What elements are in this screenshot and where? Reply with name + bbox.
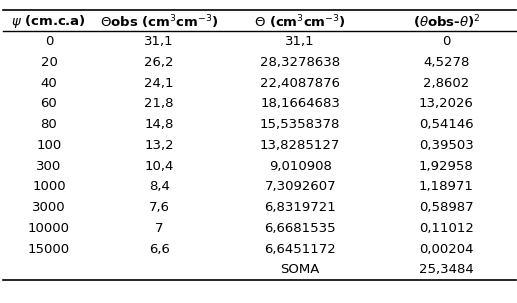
Text: 60: 60 — [40, 97, 57, 110]
Text: ($\theta$obs-$\theta$)$^2$: ($\theta$obs-$\theta$)$^2$ — [413, 13, 480, 31]
Text: 25,3484: 25,3484 — [419, 264, 474, 276]
Text: 14,8: 14,8 — [145, 118, 174, 131]
Text: $\Theta$ (cm$^3$cm$^{-3}$): $\Theta$ (cm$^3$cm$^{-3}$) — [254, 13, 346, 31]
Text: 7,3092607: 7,3092607 — [264, 180, 336, 193]
Text: 1,18971: 1,18971 — [419, 180, 474, 193]
Text: 21,8: 21,8 — [144, 97, 174, 110]
Text: 10,4: 10,4 — [145, 160, 174, 173]
Text: 15,5358378: 15,5358378 — [260, 118, 340, 131]
Text: 80: 80 — [40, 118, 57, 131]
Text: 26,2: 26,2 — [144, 56, 174, 69]
Text: 40: 40 — [40, 77, 57, 90]
Text: SOMA: SOMA — [281, 264, 320, 276]
Text: 1,92958: 1,92958 — [419, 160, 474, 173]
Text: 100: 100 — [36, 139, 62, 152]
Text: 1000: 1000 — [32, 180, 66, 193]
Text: 20: 20 — [40, 56, 57, 69]
Text: 7,6: 7,6 — [149, 201, 170, 214]
Text: 4,5278: 4,5278 — [423, 56, 469, 69]
Text: 0,58987: 0,58987 — [419, 201, 474, 214]
Text: 6,6681535: 6,6681535 — [264, 222, 336, 235]
Text: 6,8319721: 6,8319721 — [264, 201, 336, 214]
Text: 0,39503: 0,39503 — [419, 139, 474, 152]
Text: 24,1: 24,1 — [144, 77, 174, 90]
Text: 22,4087876: 22,4087876 — [260, 77, 340, 90]
Text: $\psi$ (cm.c.a): $\psi$ (cm.c.a) — [11, 13, 86, 30]
Text: 0,00204: 0,00204 — [419, 243, 474, 256]
Text: $\Theta$obs (cm$^3$cm$^{-3}$): $\Theta$obs (cm$^3$cm$^{-3}$) — [100, 13, 218, 31]
Text: 31,1: 31,1 — [144, 35, 174, 48]
Text: 300: 300 — [36, 160, 62, 173]
Text: 6,6: 6,6 — [149, 243, 170, 256]
Text: 8,4: 8,4 — [149, 180, 170, 193]
Text: 10000: 10000 — [28, 222, 70, 235]
Text: 13,8285127: 13,8285127 — [260, 139, 340, 152]
Text: 2,8602: 2,8602 — [423, 77, 469, 90]
Text: 28,3278638: 28,3278638 — [260, 56, 340, 69]
Text: 0: 0 — [442, 35, 451, 48]
Text: 0,54146: 0,54146 — [419, 118, 474, 131]
Text: 13,2026: 13,2026 — [419, 97, 474, 110]
Text: 3000: 3000 — [32, 201, 66, 214]
Text: 31,1: 31,1 — [285, 35, 315, 48]
Text: 9,010908: 9,010908 — [269, 160, 332, 173]
Text: 0: 0 — [45, 35, 53, 48]
Text: 18,1664683: 18,1664683 — [260, 97, 340, 110]
Text: 15000: 15000 — [28, 243, 70, 256]
Text: 6,6451172: 6,6451172 — [264, 243, 336, 256]
Text: 0,11012: 0,11012 — [419, 222, 474, 235]
Text: 13,2: 13,2 — [144, 139, 174, 152]
Text: 7: 7 — [155, 222, 163, 235]
